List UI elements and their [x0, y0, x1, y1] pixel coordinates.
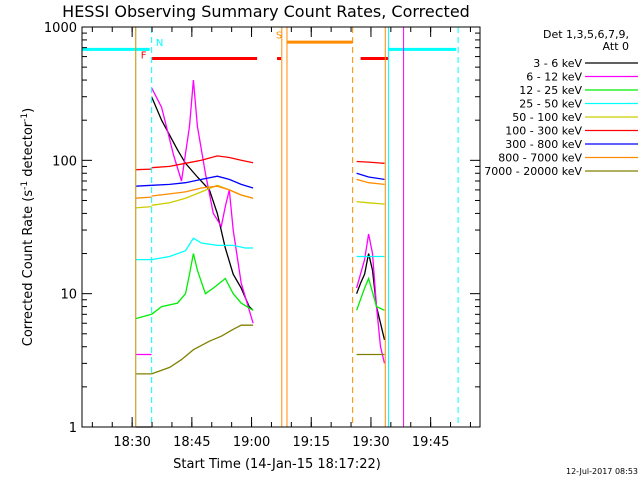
y-axis-label-mid: detector: [21, 121, 36, 181]
series-line-5-seg-0: [135, 168, 152, 171]
y-axis: 1 10 100 1000: [44, 21, 480, 436]
marker-f: F: [141, 51, 147, 62]
series-line-6-seg-0: [135, 184, 152, 187]
y-axis-label-sup1: -1: [20, 181, 30, 190]
y-tick-label: 1: [69, 421, 77, 436]
footer-timestamp: 12-Jul-2017 08:53: [566, 467, 638, 476]
x-axis: 18:30 18:45 19:00 19:15 19:30 19:45: [91, 27, 471, 450]
legend-label: 100 - 300 keV: [505, 125, 582, 138]
legend-label: 50 - 100 keV: [512, 111, 582, 124]
y-tick-label: 10: [60, 288, 77, 303]
x-tick-label: 19:15: [293, 435, 330, 450]
x-tick-label: 19:00: [233, 435, 270, 450]
y-tick-label: 1000: [44, 21, 77, 36]
series-line-0-seg-1: [151, 96, 254, 311]
series-line-4-seg-0: [135, 205, 152, 209]
plot-lines: [135, 80, 386, 428]
overlay-lines: [82, 27, 459, 427]
legend-label: 12 - 25 keV: [519, 84, 582, 97]
series-line-8-seg-1: [151, 324, 254, 375]
series-line-2-seg-0: [135, 313, 152, 320]
x-tick-label: 18:45: [173, 435, 210, 450]
series-line-2-seg-2: [355, 276, 385, 311]
legend-label: 25 - 50 keV: [519, 98, 582, 111]
series-line-2-seg-1: [151, 253, 254, 315]
series-line-1-seg-2: [355, 233, 386, 364]
chart-title: HESSI Observing Summary Count Rates, Cor…: [62, 2, 470, 21]
legend-label: 6 - 12 keV: [526, 71, 582, 84]
series-line-6-seg-2: [356, 172, 385, 181]
legend-label: 800 - 7000 keV: [498, 152, 582, 165]
legend-header-attenuator: Att 0: [603, 40, 629, 53]
series-line-1-seg-1: [151, 80, 254, 324]
legend-header-detectors: Det 1,3,5,6,7,9,: [543, 28, 629, 41]
legend-label: 3 - 6 keV: [533, 57, 582, 70]
series-line-5-seg-1: [151, 155, 254, 169]
plot-frame: [81, 26, 481, 428]
series-line-7-seg-1: [151, 185, 254, 199]
series-line-5-seg-2: [356, 160, 385, 164]
marker-n: N: [156, 38, 163, 49]
x-tick-label: 18:30: [113, 435, 150, 450]
markers: NF S: [141, 30, 282, 61]
y-axis-label-end: ): [21, 108, 36, 113]
series-line-4-seg-2: [356, 200, 385, 205]
series-line-7-seg-0: [135, 196, 152, 199]
series-line-3-seg-1: [151, 237, 254, 261]
series-line-6-seg-1: [151, 175, 254, 189]
series-line-0-seg-2: [355, 253, 386, 341]
y-axis-label: Corrected Count Rate (s-1 detector-1): [20, 108, 36, 346]
x-axis-label: Start Time (14-Jan-15 18:17:22): [173, 457, 381, 472]
x-tick-label: 19:45: [412, 435, 449, 450]
y-axis-label-main: Corrected Count Rate (s: [21, 190, 36, 347]
legend-label: 300 - 800 keV: [505, 138, 582, 151]
y-tick-label: 100: [52, 154, 77, 169]
y-axis-label-sup2: -1: [20, 113, 30, 122]
x-tick-label: 19:30: [352, 435, 389, 450]
legend-label: 7000 - 20000 keV: [484, 165, 582, 178]
marker-s: S: [276, 30, 282, 41]
series-line-7-seg-2: [356, 178, 385, 186]
